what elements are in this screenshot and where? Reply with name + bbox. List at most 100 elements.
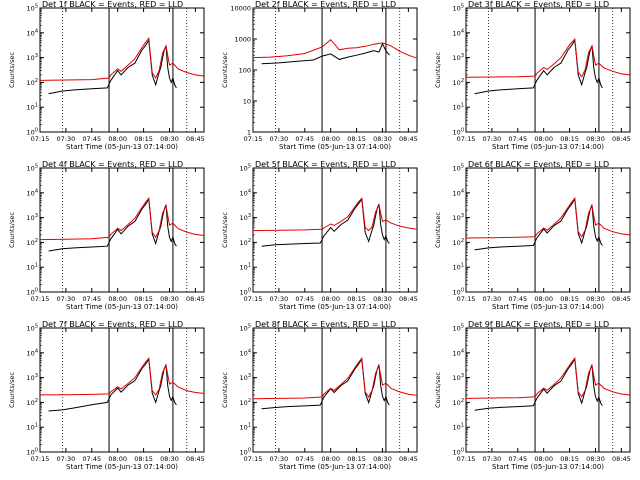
x-tick-label: 07:45	[508, 135, 527, 143]
x-tick-label: 07:15	[244, 455, 263, 463]
y-axis-label: Counts/sec	[434, 52, 442, 88]
y-tick-label: 101	[27, 263, 38, 272]
y-axis-label: Counts/sec	[221, 52, 229, 88]
x-tick-label: 08:00	[108, 135, 127, 143]
series-lld-line	[252, 38, 418, 59]
y-tick-label: 101	[453, 423, 464, 432]
x-tick-label: 08:30	[160, 455, 179, 463]
x-tick-label: 07:15	[457, 455, 476, 463]
y-tick-label: 104	[240, 188, 251, 197]
y-axis-label: Counts/sec	[8, 212, 16, 248]
series-events-line	[48, 357, 177, 412]
y-tick-label: 103	[453, 53, 464, 62]
x-tick-label: 07:30	[270, 455, 289, 463]
y-tick-label: 102	[27, 398, 38, 407]
panel-title: Det 3f BLACK = Events, RED = LLD	[468, 0, 609, 9]
plot-frame	[39, 167, 205, 293]
y-tick-label: 105	[27, 4, 38, 13]
x-tick-label: 08:30	[373, 295, 392, 303]
series-lld-line	[39, 197, 205, 241]
y-tick-label: 104	[453, 28, 464, 37]
y-tick-label: 104	[453, 188, 464, 197]
y-tick-label: 102	[453, 398, 464, 407]
x-tick-label: 07:30	[483, 135, 502, 143]
series-events-line	[48, 197, 177, 252]
series-lld-line	[465, 38, 631, 78]
y-tick-label: 105	[240, 324, 251, 333]
y-tick-label: 103	[27, 53, 38, 62]
panel-title: Det 6f BLACK = Events, RED = LLD	[468, 160, 609, 169]
panel-det-2: Det 2f BLACK = Events, RED = LLD 1 10 100 10…	[221, 0, 418, 151]
x-tick-label: 08:30	[160, 135, 179, 143]
x-tick-label: 08:00	[321, 455, 340, 463]
y-tick-label: 100	[453, 128, 464, 137]
x-tick-label: 08:15	[347, 295, 366, 303]
x-tick-label: 08:45	[399, 455, 418, 463]
plot-frame	[465, 167, 631, 293]
series-lld-line	[465, 357, 631, 399]
y-tick-label: 103	[453, 373, 464, 382]
series-lld-line	[465, 197, 631, 239]
series-events-line	[474, 357, 603, 411]
y-tick-label: 104	[27, 348, 38, 357]
x-tick-label: 08:30	[373, 455, 392, 463]
series-events-line	[261, 42, 390, 65]
x-tick-label: 07:45	[508, 295, 527, 303]
plot-frame	[252, 7, 418, 133]
panel-title: Det 5f BLACK = Events, RED = LLD	[255, 160, 396, 169]
x-tick-label: 08:45	[186, 295, 205, 303]
x-tick-label: 08:30	[586, 455, 605, 463]
x-tick-label: 07:30	[483, 295, 502, 303]
y-tick-label: 102	[27, 78, 38, 87]
panel-det-5: Det 5f BLACK = Events, RED = LLD 100 101 10…	[221, 160, 418, 311]
y-axis-label: Counts/sec	[8, 372, 16, 408]
y-axis-label: Counts/sec	[221, 212, 229, 248]
x-tick-label: 08:45	[399, 135, 418, 143]
y-tick-label: 105	[27, 324, 38, 333]
series-lld-line	[252, 357, 418, 400]
x-tick-label: 07:45	[508, 455, 527, 463]
panel-title: Det 2f BLACK = Events, RED = LLD	[255, 0, 396, 9]
x-tick-label: 07:30	[483, 455, 502, 463]
y-tick-label: 101	[240, 263, 251, 272]
y-tick-label: 10	[243, 98, 251, 106]
panel-title: Det 1f BLACK = Events, RED = LLD	[42, 0, 183, 9]
x-tick-label: 07:15	[457, 135, 476, 143]
panel-det-6: Det 6f BLACK = Events, RED = LLD 100 101 10…	[434, 160, 631, 311]
y-tick-label: 100	[453, 288, 464, 297]
x-axis-label: Start Time (05-Jun-13 07:14:00)	[492, 303, 604, 311]
x-tick-label: 08:15	[134, 295, 153, 303]
series-lld-line	[39, 357, 205, 396]
y-tick-label: 101	[27, 423, 38, 432]
x-tick-label: 07:15	[244, 135, 263, 143]
y-tick-label: 101	[27, 103, 38, 112]
x-tick-label: 08:45	[612, 135, 631, 143]
panel-det-9: Det 9f BLACK = Events, RED = LLD 100 101 10…	[434, 320, 631, 471]
x-tick-label: 08:15	[560, 455, 579, 463]
x-tick-label: 07:30	[57, 455, 76, 463]
y-tick-label: 100	[453, 448, 464, 457]
x-tick-label: 08:15	[560, 135, 579, 143]
x-tick-label: 08:15	[347, 135, 366, 143]
series-events-line	[261, 197, 390, 247]
y-tick-label: 103	[240, 213, 251, 222]
x-tick-label: 07:45	[82, 455, 101, 463]
y-tick-label: 103	[27, 373, 38, 382]
y-tick-label: 105	[453, 164, 464, 173]
y-tick-label: 1000	[234, 36, 251, 44]
x-axis-label: Start Time (05-Jun-13 07:14:00)	[279, 303, 391, 311]
x-tick-label: 08:30	[586, 295, 605, 303]
x-tick-label: 08:45	[612, 295, 631, 303]
x-tick-label: 08:45	[186, 135, 205, 143]
x-tick-label: 08:00	[534, 455, 553, 463]
panel-title: Det 4f BLACK = Events, RED = LLD	[42, 160, 183, 169]
panel-title: Det 8f BLACK = Events, RED = LLD	[255, 320, 396, 329]
x-tick-label: 07:15	[31, 295, 50, 303]
x-tick-label: 08:00	[108, 455, 127, 463]
y-tick-label: 100	[27, 448, 38, 457]
x-tick-label: 07:45	[295, 295, 314, 303]
series-events-line	[474, 197, 603, 251]
y-tick-label: 105	[240, 164, 251, 173]
y-tick-label: 102	[453, 78, 464, 87]
